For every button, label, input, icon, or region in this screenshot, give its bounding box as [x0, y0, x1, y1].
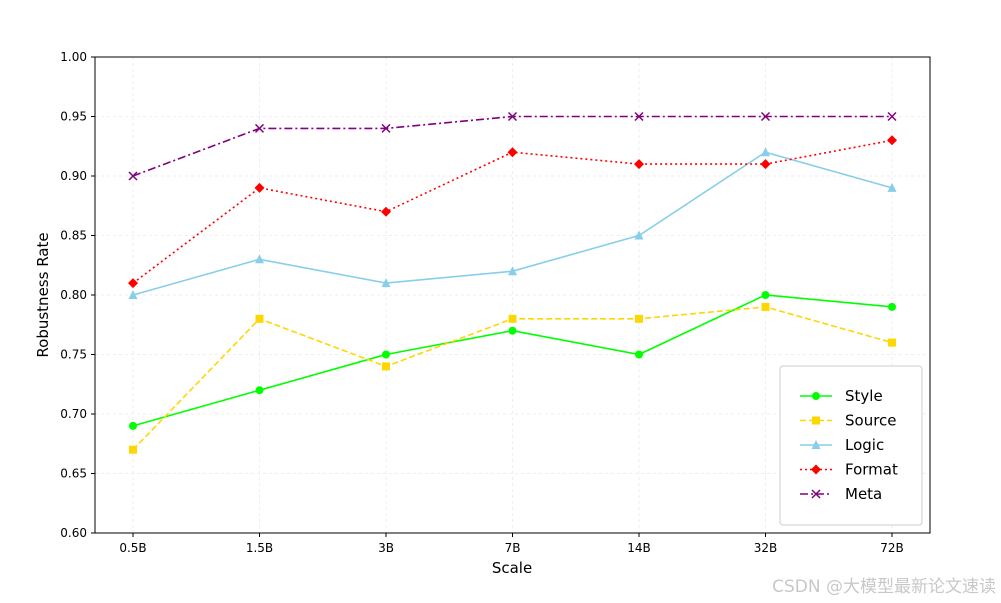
data-point-source	[382, 362, 390, 371]
y-tick-label: 0.90	[60, 169, 87, 183]
legend-item-meta: Meta	[800, 485, 882, 503]
y-axis: 0.60 0.65 0.70 0.75 0.80 0.85 0.90 0.95 1.00	[60, 50, 95, 540]
x-axis: 0.5B 1.5B 3B 7B 14B 32B 72B	[119, 533, 904, 555]
data-point-format	[760, 159, 771, 170]
series-meta	[128, 111, 897, 181]
data-point-format	[381, 206, 391, 217]
x-tick-label: 3B	[378, 541, 394, 555]
y-tick-label: 0.70	[60, 407, 87, 421]
data-point-logic	[634, 230, 644, 240]
y-tick-label: 0.95	[60, 110, 87, 124]
data-point-source	[508, 314, 517, 323]
data-point-source	[761, 302, 770, 311]
legend-label-style: Style	[845, 387, 883, 405]
data-point-meta	[254, 123, 265, 133]
series-style	[129, 291, 896, 430]
y-tick-label: 0.80	[60, 288, 87, 302]
x-axis-label: Scale	[492, 559, 532, 577]
data-point-logic	[761, 147, 770, 157]
data-point-logic	[887, 182, 897, 192]
legend-label-format: Format	[845, 461, 898, 479]
x-tick-label: 72B	[880, 541, 904, 555]
series-logic	[128, 147, 897, 299]
data-point-style	[761, 291, 770, 299]
data-point-meta	[128, 171, 138, 181]
legend-item-format: Format	[800, 461, 898, 479]
legend-label-meta: Meta	[845, 485, 882, 503]
legend-label-source: Source	[845, 412, 897, 430]
data-point-style	[382, 350, 390, 359]
legend-box	[779, 365, 923, 526]
y-tick-label: 0.85	[60, 229, 87, 243]
legend-marker-logic	[811, 440, 821, 449]
data-point-logic	[381, 278, 391, 288]
data-point-source	[888, 338, 896, 347]
legend: Style Source Logic Format Meta	[779, 365, 923, 526]
data-point-meta	[887, 111, 897, 122]
legend-marker-source	[812, 416, 820, 425]
data-point-logic	[255, 254, 264, 264]
data-point-style	[635, 350, 643, 359]
data-point-meta	[507, 111, 518, 122]
data-point-format	[254, 182, 265, 193]
legend-marker-format	[811, 464, 821, 475]
data-point-format	[507, 147, 518, 158]
data-point-format	[128, 278, 138, 289]
series-format	[128, 135, 897, 289]
data-point-source	[129, 445, 137, 454]
data-point-style	[129, 421, 137, 430]
legend-label-logic: Logic	[845, 436, 884, 454]
x-tick-label: 32B	[754, 541, 778, 555]
legend-marker-style	[812, 392, 820, 400]
y-tick-label: 0.75	[60, 348, 87, 362]
y-tick-label: 0.65	[60, 467, 87, 481]
data-point-logic	[128, 290, 138, 299]
y-tick-label: 0.60	[60, 526, 87, 540]
data-point-meta	[760, 111, 771, 122]
data-point-meta	[381, 123, 391, 133]
x-tick-label: 14B	[627, 541, 651, 555]
legend-item-logic: Logic	[800, 436, 884, 454]
data-point-style	[255, 386, 264, 395]
y-axis-label: Robustness Rate	[34, 232, 52, 357]
y-tick-label: 1.00	[60, 50, 87, 64]
data-point-style	[508, 326, 517, 335]
legend-item-style: Style	[800, 387, 883, 405]
x-tick-label: 0.5B	[119, 541, 146, 555]
x-tick-label: 7B	[505, 541, 521, 555]
x-tick-label: 1.5B	[246, 541, 273, 555]
data-point-meta	[634, 111, 644, 122]
legend-item-source: Source	[800, 412, 897, 430]
data-point-logic	[508, 266, 517, 276]
data-point-style	[888, 302, 896, 311]
legend-marker-meta	[811, 489, 821, 499]
data-point-format	[887, 135, 897, 146]
series-group	[128, 111, 897, 454]
data-point-source	[255, 314, 264, 323]
data-point-format	[634, 159, 644, 170]
watermark: CSDN @大模型最新论文速读	[772, 577, 996, 597]
data-point-source	[635, 314, 643, 323]
series-source	[129, 302, 896, 454]
